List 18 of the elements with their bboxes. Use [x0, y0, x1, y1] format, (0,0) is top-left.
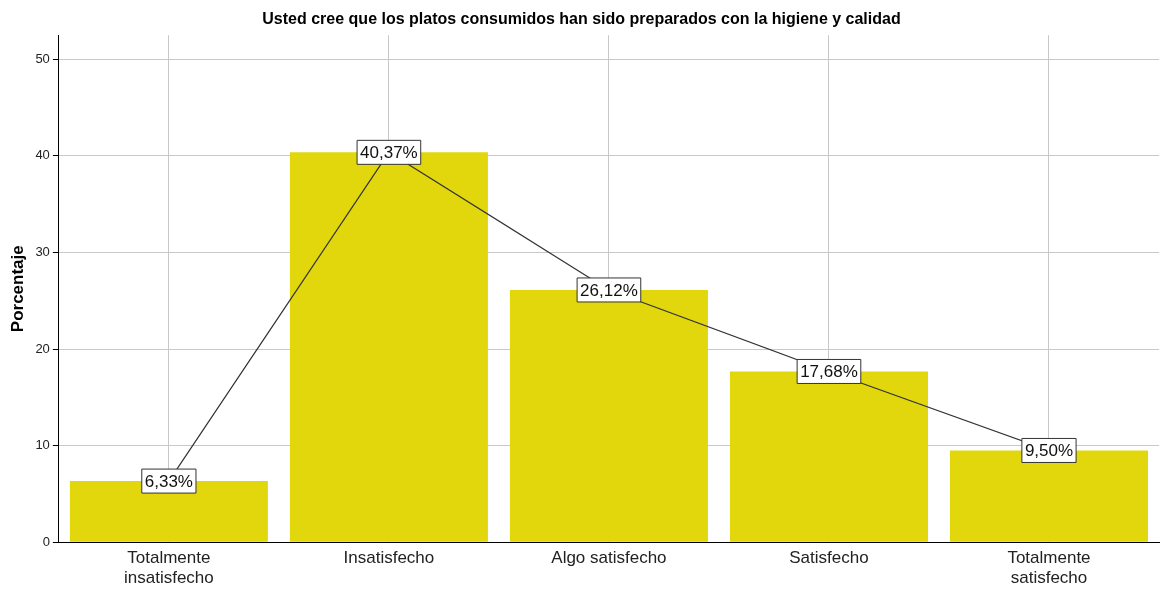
y-tick-label: 30: [35, 244, 50, 260]
x-tick-label: Totalmente insatisfecho: [123, 548, 214, 588]
y-tick-label: 50: [35, 50, 50, 66]
data-label: 26,12%: [580, 280, 638, 300]
data-label: 17,68%: [800, 362, 858, 382]
x-tick-label: Totalmente satisfecho: [1007, 548, 1091, 588]
x-tick-label: Algo satisfecho: [551, 548, 667, 568]
x-tick-label: Insatisfecho: [343, 548, 435, 568]
y-axis-title: Porcentaje: [7, 245, 27, 333]
y-tick-label: 10: [35, 437, 50, 453]
data-label: 40,37%: [360, 143, 418, 163]
x-tick-label: Satisfecho: [789, 548, 869, 568]
data-label: 6,33%: [144, 471, 193, 491]
chart-title: Usted cree que los platos consumidos han sido preparados con la higiene y calidad: [262, 10, 901, 28]
y-tick-label: 40: [35, 147, 50, 163]
y-tick-label: 20: [35, 340, 50, 356]
y-tick-label: 0: [42, 533, 50, 549]
data-label: 9,50%: [1024, 441, 1074, 461]
